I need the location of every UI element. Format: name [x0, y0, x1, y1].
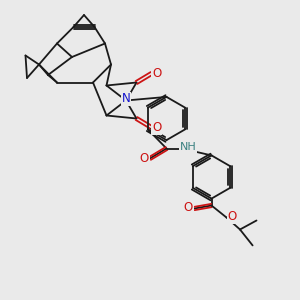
Text: NH: NH	[180, 142, 196, 152]
Text: O: O	[228, 210, 237, 223]
Text: O: O	[184, 201, 193, 214]
Text: O: O	[152, 67, 161, 80]
Text: N: N	[122, 92, 130, 106]
Text: O: O	[140, 152, 148, 165]
Text: O: O	[152, 121, 161, 134]
